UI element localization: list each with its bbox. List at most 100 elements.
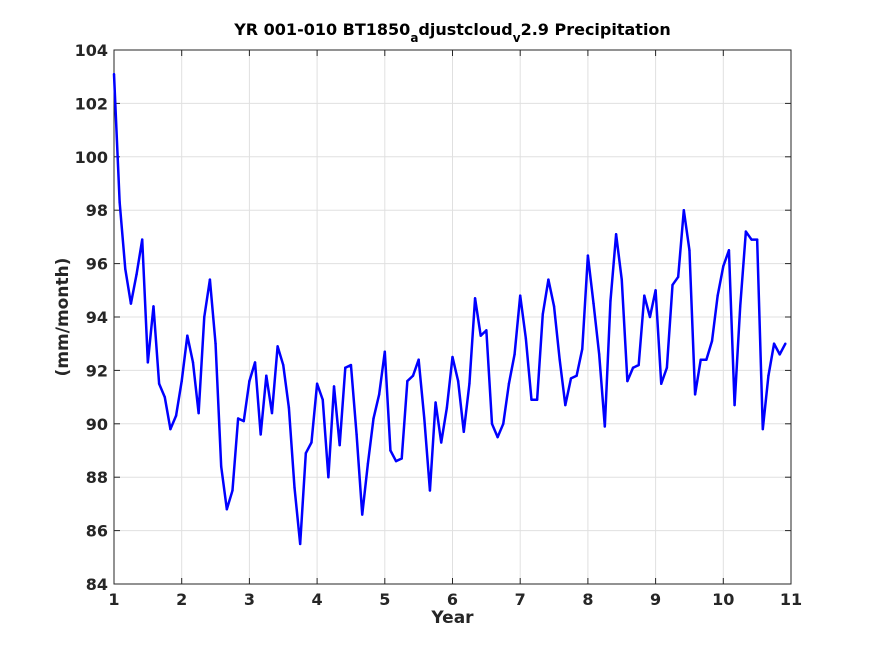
series-point — [157, 382, 161, 385]
chart-title: YR 001-010 BT1850adjustcloudv2.9 Precipi… — [233, 20, 671, 45]
x-tick-label: 9 — [650, 590, 661, 609]
series-point — [282, 363, 285, 367]
title-subscript-2: v — [513, 31, 521, 45]
series-point — [626, 379, 629, 383]
series-point — [276, 345, 279, 348]
series-point — [141, 238, 144, 241]
series-point — [445, 406, 449, 409]
series-point — [614, 233, 618, 236]
x-tick-label: 3 — [244, 590, 255, 609]
series-point — [654, 289, 657, 292]
x-axis-label: Year — [430, 608, 474, 628]
x-tick-label: 8 — [582, 590, 593, 609]
series-point — [225, 508, 229, 511]
series-point — [186, 334, 189, 337]
x-tick-labels: 1 2 3 4 5 6 7 8 9 10 11 — [108, 590, 802, 609]
series-point — [355, 433, 358, 436]
title-part-3: 2.9 Precipitation — [521, 20, 671, 39]
x-tick-label: 7 — [515, 590, 526, 609]
series-point — [569, 377, 573, 380]
series-point — [112, 72, 116, 76]
series-point — [248, 379, 251, 383]
series-point — [750, 238, 753, 241]
series-point — [592, 302, 595, 305]
series-point — [535, 398, 539, 401]
series-point — [671, 283, 674, 287]
y-tick-label: 96 — [86, 255, 108, 274]
series-point — [428, 489, 432, 492]
series-points — [112, 72, 787, 546]
x-tick-label: 6 — [447, 590, 458, 609]
y-tick-label: 100 — [75, 148, 108, 167]
series-point — [231, 489, 234, 492]
series-point — [693, 393, 697, 396]
series-point — [203, 315, 206, 319]
series-point — [456, 379, 460, 383]
series-point — [361, 513, 364, 516]
series-point — [490, 422, 494, 425]
series-point — [733, 403, 736, 407]
series-point — [253, 361, 257, 364]
series-point — [197, 411, 200, 415]
series-point — [344, 366, 347, 369]
series-point — [513, 353, 516, 356]
title-subscript-1: a — [410, 31, 418, 45]
series-point — [310, 441, 313, 444]
series-point — [400, 457, 403, 460]
series-point — [524, 337, 528, 340]
series-point — [406, 379, 409, 383]
series-point — [648, 315, 652, 319]
series-point — [270, 411, 274, 415]
series-point — [434, 401, 437, 404]
series-point — [462, 430, 465, 434]
series-point — [146, 361, 150, 364]
series-point — [152, 305, 155, 308]
x-tick-label: 11 — [780, 590, 802, 609]
series-point — [575, 374, 578, 377]
y-tick-label: 88 — [86, 468, 108, 487]
series-point — [191, 361, 195, 364]
series-point — [372, 417, 375, 420]
title-part-2: djustcloud — [418, 20, 512, 39]
title-part-1: YR 001-010 BT1850 — [233, 20, 410, 39]
series-point — [451, 355, 454, 359]
x-tick-label: 10 — [712, 590, 734, 609]
plot-frame — [113, 49, 792, 585]
series-point — [315, 382, 319, 385]
series-point — [784, 342, 787, 345]
series-point — [716, 294, 719, 297]
series-point — [349, 363, 353, 367]
series-point — [705, 358, 708, 361]
series-point — [304, 451, 308, 455]
series-point — [479, 334, 482, 337]
series-point — [778, 353, 781, 356]
y-tick-label: 86 — [86, 522, 108, 541]
y-tick-label: 94 — [86, 308, 108, 327]
series-point — [682, 209, 686, 212]
series-point — [417, 358, 420, 361]
series-point — [767, 374, 770, 377]
x-tick-label: 5 — [379, 590, 390, 609]
series-point — [411, 374, 415, 377]
series-point — [169, 427, 172, 431]
series-point — [174, 414, 178, 417]
series-point — [242, 419, 245, 423]
y-tick-label: 98 — [86, 201, 108, 220]
series-point — [236, 417, 240, 420]
series-point — [208, 278, 212, 281]
series-point — [722, 265, 725, 268]
series-point — [389, 449, 392, 452]
series-point — [581, 347, 584, 351]
series-point — [496, 435, 499, 439]
series-point — [755, 238, 759, 241]
series-point — [547, 278, 550, 281]
series-point — [586, 254, 590, 257]
y-tick-label: 104 — [75, 41, 108, 60]
series-point — [665, 366, 669, 369]
series-point — [688, 249, 691, 252]
x-tick-label: 4 — [312, 590, 323, 609]
series-point — [676, 275, 680, 279]
series-point — [739, 305, 742, 308]
series-point — [118, 200, 121, 204]
